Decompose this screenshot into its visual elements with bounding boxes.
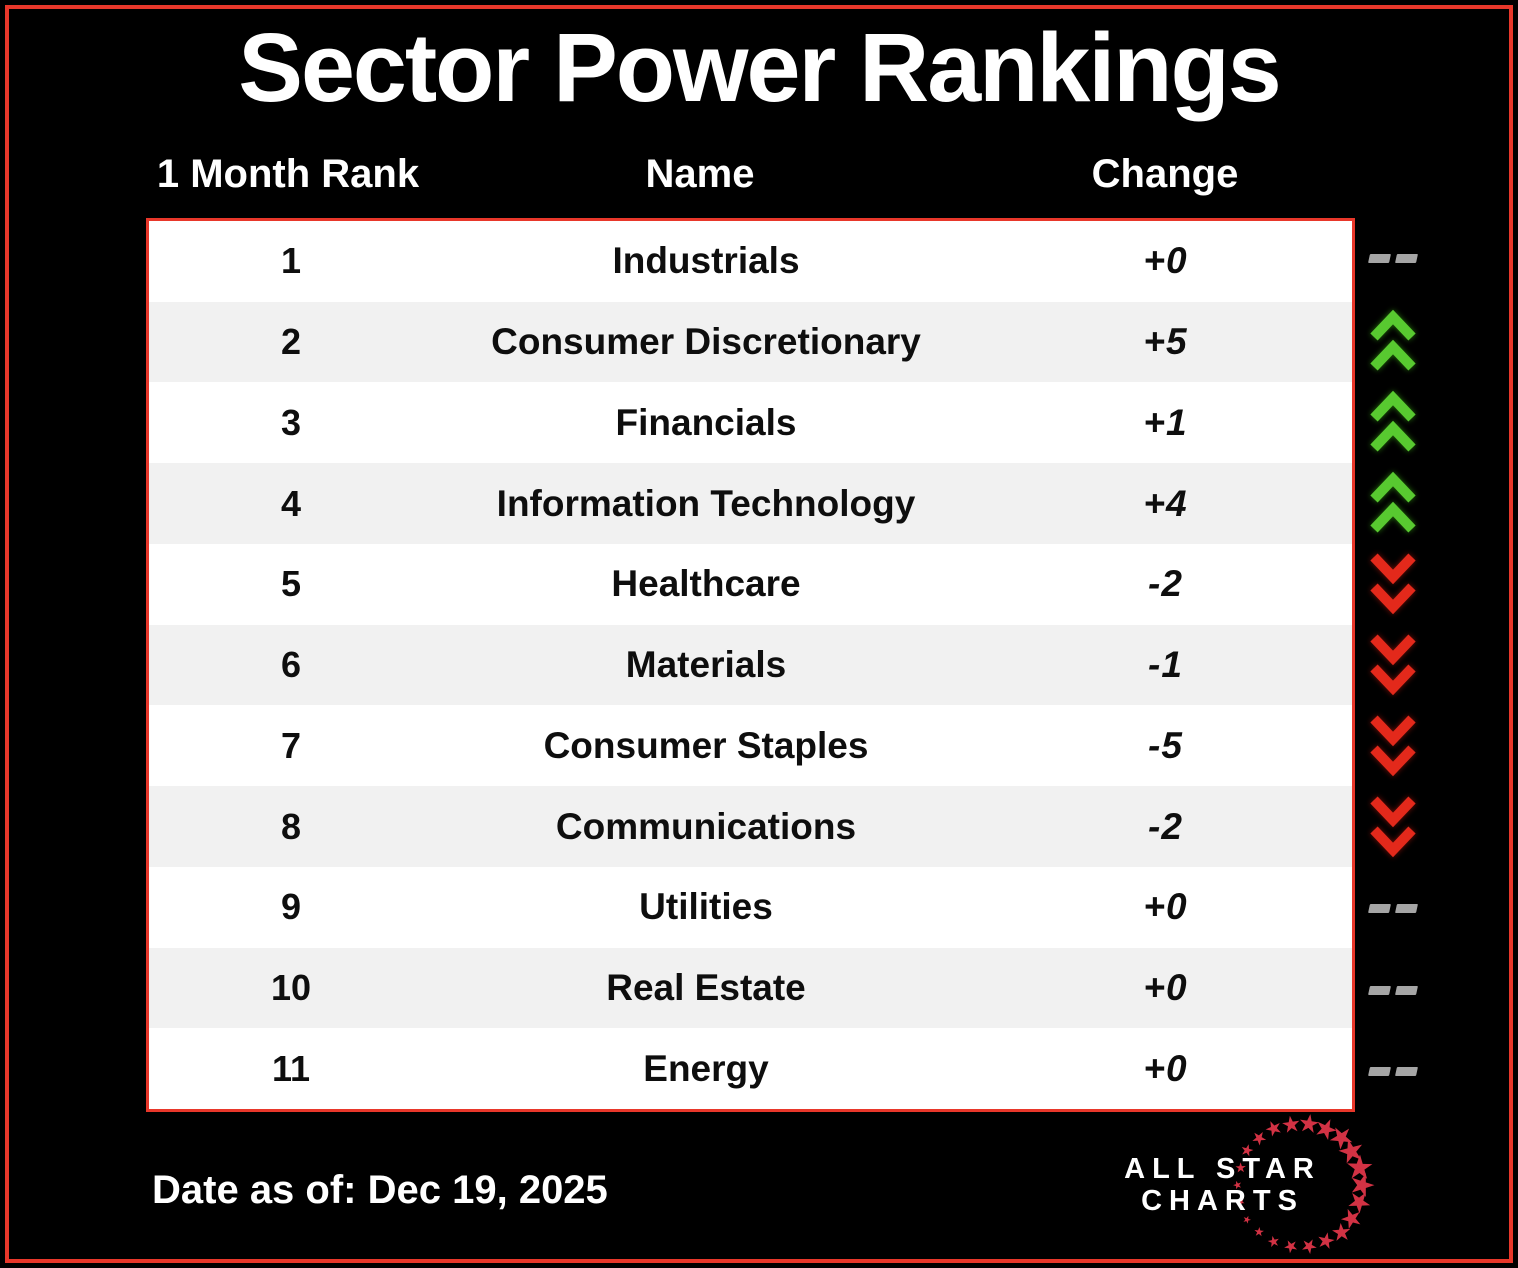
sector-name-cell: Information Technology bbox=[496, 482, 916, 524]
sector-name-cell: Utilities bbox=[639, 886, 773, 928]
double-chevron-down-icon bbox=[1370, 715, 1416, 777]
change-cell: +0 bbox=[1143, 1047, 1188, 1089]
table-row: 9 Utilities +0 bbox=[149, 866, 1352, 948]
rank-cell: 1 bbox=[280, 240, 302, 282]
sector-name-cell: Consumer Staples bbox=[543, 724, 869, 766]
change-cell: -2 bbox=[1148, 805, 1183, 847]
table-row: 6 Materials -1 bbox=[149, 624, 1352, 706]
star-icon: ★ bbox=[1264, 1231, 1284, 1252]
column-header-rank: 1 Month Rank bbox=[156, 152, 420, 196]
double-chevron-down-icon bbox=[1370, 634, 1416, 696]
sector-name-cell: Energy bbox=[643, 1047, 769, 1089]
change-cell: -5 bbox=[1148, 724, 1183, 766]
star-icon: ★ bbox=[1338, 1147, 1382, 1187]
trend-indicator bbox=[1360, 299, 1426, 380]
change-cell: +0 bbox=[1143, 886, 1188, 928]
trend-indicator bbox=[1360, 381, 1426, 462]
change-cell: +1 bbox=[1143, 401, 1188, 443]
change-cell: -2 bbox=[1148, 563, 1183, 605]
trend-indicator bbox=[1360, 1031, 1426, 1112]
table-row: 5 Healthcare -2 bbox=[149, 543, 1352, 625]
trend-indicator bbox=[1360, 787, 1426, 868]
logo-text: ALL STAR CHARTS bbox=[1100, 1153, 1345, 1217]
sector-name-cell: Communications bbox=[555, 805, 857, 847]
trend-indicator bbox=[1360, 624, 1426, 705]
sector-name-cell: Consumer Discretionary bbox=[491, 321, 921, 363]
change-cell: +5 bbox=[1143, 321, 1188, 363]
table-row: 2 Consumer Discretionary +5 bbox=[149, 301, 1352, 383]
change-cell: +0 bbox=[1143, 240, 1188, 282]
column-header-change: Change bbox=[1091, 152, 1239, 196]
sector-name-cell: Materials bbox=[625, 644, 787, 686]
trend-indicator bbox=[1360, 868, 1426, 949]
table-row: 4 Information Technology +4 bbox=[149, 463, 1352, 544]
no-change-dash-icon bbox=[1368, 254, 1418, 264]
trend-arrows-column bbox=[1360, 218, 1426, 1112]
trend-indicator bbox=[1360, 218, 1426, 299]
trend-indicator bbox=[1360, 706, 1426, 787]
rank-cell: 5 bbox=[280, 563, 302, 605]
double-chevron-up-icon bbox=[1370, 390, 1416, 452]
table-row: 3 Financials +1 bbox=[149, 382, 1352, 464]
rank-cell: 7 bbox=[280, 724, 302, 766]
table-row: 11 Energy +0 bbox=[149, 1028, 1352, 1110]
column-header-name: Name bbox=[645, 152, 755, 196]
change-cell: -1 bbox=[1148, 644, 1183, 686]
change-cell: +4 bbox=[1143, 482, 1188, 524]
no-change-dash-icon bbox=[1368, 904, 1418, 914]
table-row: 8 Communications -2 bbox=[149, 786, 1352, 867]
sector-name-cell: Healthcare bbox=[611, 563, 801, 605]
trend-indicator bbox=[1360, 949, 1426, 1030]
change-cell: +0 bbox=[1143, 966, 1188, 1008]
rank-cell: 10 bbox=[270, 966, 312, 1008]
table-row: 1 Industrials +0 bbox=[149, 221, 1352, 302]
rank-cell: 11 bbox=[271, 1047, 311, 1089]
star-icon: ★ bbox=[1282, 1236, 1301, 1258]
rank-cell: 2 bbox=[280, 321, 302, 363]
double-chevron-up-icon bbox=[1370, 309, 1416, 371]
rank-cell: 4 bbox=[280, 482, 302, 524]
sector-name-cell: Real Estate bbox=[606, 966, 806, 1008]
rank-cell: 3 bbox=[280, 401, 302, 443]
star-icon: ★ bbox=[1250, 1222, 1269, 1241]
date-label: Date as of: Dec 19, 2025 bbox=[152, 1168, 608, 1212]
sector-name-cell: Financials bbox=[615, 401, 797, 443]
logo-line1: ALL STAR bbox=[1124, 1153, 1321, 1185]
trend-indicator bbox=[1360, 462, 1426, 543]
rank-cell: 6 bbox=[280, 644, 302, 686]
sector-name-cell: Industrials bbox=[612, 240, 800, 282]
double-chevron-up-icon bbox=[1370, 472, 1416, 533]
table-row: 10 Real Estate +0 bbox=[149, 947, 1352, 1029]
double-chevron-down-icon bbox=[1370, 553, 1416, 614]
rank-cell: 8 bbox=[280, 805, 302, 847]
table-row: 7 Consumer Staples -5 bbox=[149, 705, 1352, 787]
no-change-dash-icon bbox=[1368, 1066, 1418, 1076]
allstarcharts-logo: ★ ★ ★ ★ ★ ★ ★ ★ ★ ★ ★ ★ ★ ★ ★ ★ ★ ★ ★ ★ ★ ★ ALL STAR CHARTS bbox=[1100, 1103, 1400, 1268]
star-icon: ★ bbox=[1246, 1125, 1273, 1152]
no-change-dash-icon bbox=[1368, 985, 1418, 995]
page-title: Sector Power Rankings bbox=[238, 13, 1281, 122]
trend-indicator bbox=[1360, 543, 1426, 624]
logo-line2: CHARTS bbox=[1141, 1185, 1304, 1217]
rankings-table: 1 Industrials +0 2 Consumer Discretionary +5 3… bbox=[146, 218, 1355, 1112]
double-chevron-down-icon bbox=[1370, 797, 1416, 858]
star-icon: ★ bbox=[1311, 1226, 1340, 1258]
rank-cell: 9 bbox=[280, 886, 302, 928]
star-icon: ★ bbox=[1298, 1234, 1319, 1259]
